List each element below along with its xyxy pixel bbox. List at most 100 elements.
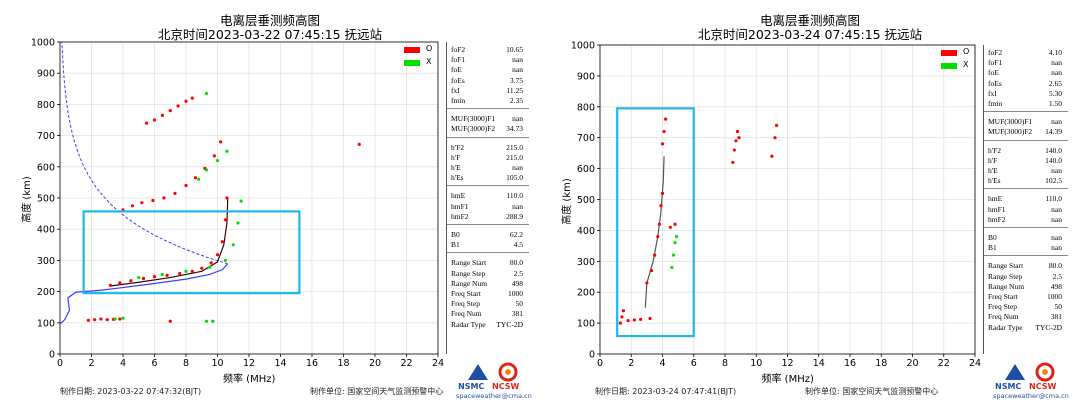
trace-point-o <box>649 268 654 273</box>
param-value: TYC-2D <box>1035 322 1062 332</box>
trace-point-o <box>141 276 146 281</box>
x-tick-label: 4 <box>659 358 665 369</box>
param-row: B0 nan <box>988 233 1062 242</box>
legend-swatch-o <box>941 50 957 56</box>
ionogram-panel-right: 电离层垂测频高图 北京时间2023-03-24 07:45:15 抚远站 0 2 4 6 8… <box>540 0 1080 403</box>
trace-point-o <box>639 317 643 321</box>
trace-point-x <box>204 319 209 323</box>
param-value: nan <box>1051 243 1062 253</box>
param-row: hmE 110.0 <box>988 194 1062 203</box>
y-tick-label: 700 <box>37 131 55 142</box>
param-name: B1 <box>451 240 460 250</box>
trace-point-x <box>113 317 117 321</box>
trace-point-o <box>626 319 630 323</box>
param-name: foE <box>451 65 462 75</box>
trace-point-o <box>190 96 194 100</box>
footer-date: 制作日期: 2023-03-24 07:47:41(BJT) <box>595 387 737 396</box>
param-name: h'F2 <box>451 142 465 152</box>
param-value: 11.25 <box>506 85 523 95</box>
param-row: foF1 nan <box>988 58 1062 67</box>
param-name: fmin <box>451 96 466 105</box>
x-tick-label: 22 <box>400 358 412 369</box>
param-row: hmE 110.0 <box>451 191 523 200</box>
param-value: 10.65 <box>506 45 523 54</box>
x-tick-label: 16 <box>306 358 318 369</box>
param-name: Range Step <box>988 271 1023 281</box>
param-name: Freq Start <box>451 289 481 298</box>
param-name: hmF1 <box>451 201 469 211</box>
trace-point-o <box>168 109 172 113</box>
logo-url-text: spaceweather@cma.cn <box>993 392 1069 400</box>
param-value: 110.0 <box>506 191 523 201</box>
param-value: 80.0 <box>1048 261 1062 271</box>
trace-point-x <box>236 221 240 225</box>
trace-point-o <box>140 201 144 205</box>
param-value: nan <box>512 55 523 65</box>
param-name: fmin <box>988 99 1003 108</box>
trace-point-o <box>653 253 657 257</box>
param-row: h'E nan <box>451 163 523 172</box>
param-row: Range Start 80.0 <box>451 258 523 267</box>
param-row: hmF2 nan <box>988 215 1062 224</box>
logo-icon <box>1005 362 1055 382</box>
x-tick-label: 24 <box>432 358 444 369</box>
param-row: Freq Start 1000 <box>988 292 1062 301</box>
param-value: nan <box>1051 214 1062 224</box>
trace-point-o <box>223 218 227 222</box>
y-tick-label: 0 <box>49 350 55 361</box>
chart-subtitle: 北京时间2023-03-22 07:45:15 抚远站 <box>157 27 383 42</box>
param-name: fxI <box>988 88 997 98</box>
param-row: Range Start 80.0 <box>988 261 1062 270</box>
trace-point-o <box>648 316 652 321</box>
ionogram-plot: 0 2 4 6 8 10 12 14 16 18 20 22 240100200300400500600… <box>31 38 444 370</box>
param-name: foF2 <box>451 45 466 54</box>
param-name: h'F2 <box>988 145 1002 155</box>
param-name: foEs <box>988 78 1002 88</box>
trace-point-o <box>105 318 109 322</box>
trace-point-o <box>178 271 182 276</box>
y-tick-label: 800 <box>37 100 55 111</box>
param-name: MUF(3000)F2 <box>988 127 1033 137</box>
param-value: nan <box>512 65 523 75</box>
param-separator <box>984 139 1068 141</box>
param-name: MUF(3000)F2 <box>451 124 496 134</box>
y-tick-label: 800 <box>577 102 595 113</box>
x-tick-label: 2 <box>628 358 634 369</box>
param-name: h'Es <box>988 176 1001 186</box>
trace-point-o <box>176 104 180 108</box>
chart-title: 电离层垂测频高图 <box>759 13 860 28</box>
x-tick-label: 0 <box>597 358 603 369</box>
trace-point-o <box>168 319 172 323</box>
trace-point-o <box>731 160 735 165</box>
trace-point-o <box>99 317 103 321</box>
trace-point-o <box>659 204 663 208</box>
trace-point-o <box>173 191 177 195</box>
param-value: 498 <box>1050 281 1062 291</box>
ionogram-panel-left: 电离层垂测频高图 北京时间2023-03-22 07:45:15 抚远站 0 2 4 6 8… <box>22 14 532 401</box>
param-row: foEs 2.65 <box>988 79 1062 88</box>
y-tick-label: 500 <box>37 194 55 205</box>
trace-point-o <box>160 113 164 117</box>
param-row: fxI 11.25 <box>451 86 523 95</box>
param-row: foE nan <box>988 68 1062 77</box>
param-row: MUF(3000)F1 nan <box>451 114 523 123</box>
param-name: hmF1 <box>988 204 1006 214</box>
footer-unit: 制作单位: 国家空间天气监测预警中心 <box>805 387 939 396</box>
y-axis-title: 高度 (km) <box>561 177 573 225</box>
x-tick-label: 6 <box>151 358 157 369</box>
x-tick-label: 20 <box>906 358 918 369</box>
param-name: foF2 <box>988 48 1003 57</box>
param-row: B1 4.5 <box>451 240 523 249</box>
x-tick-label: 12 <box>243 358 255 369</box>
param-row: Freq Step 50 <box>451 299 523 308</box>
trace-point-o <box>774 123 779 127</box>
trace-point-x <box>160 272 164 277</box>
param-row: Radar Type TYC-2D <box>451 320 523 329</box>
param-value: 4.5 <box>513 240 523 250</box>
trace-point-o <box>118 281 122 285</box>
logo-ncsw-text: NCSW <box>492 382 520 391</box>
trace-point-o <box>662 129 666 134</box>
y-tick-label: 600 <box>37 162 55 173</box>
logo-nsmc-text: NSMC <box>458 382 485 391</box>
param-separator <box>447 136 529 138</box>
